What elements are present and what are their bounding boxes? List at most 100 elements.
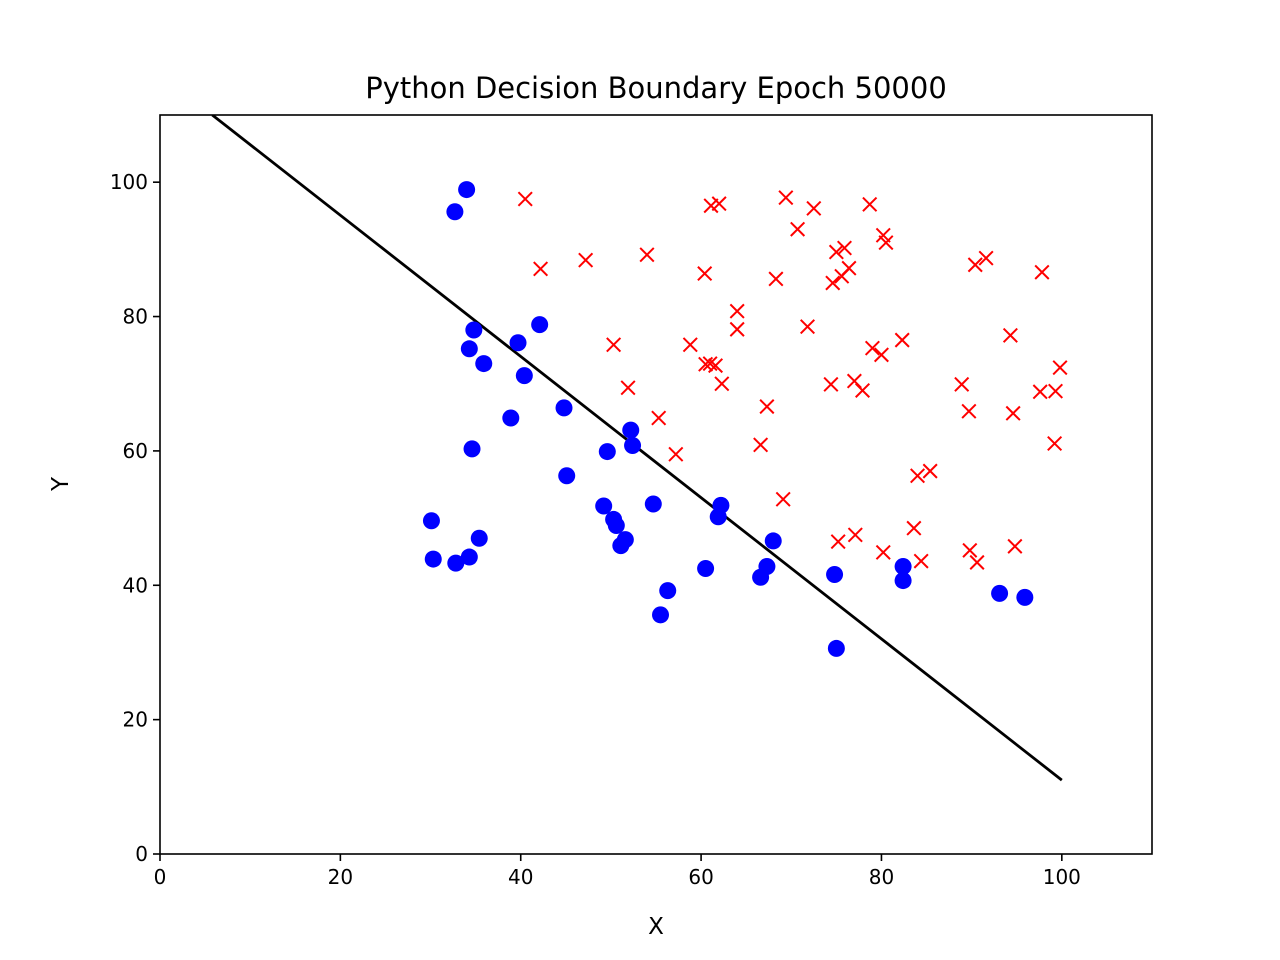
axes: 0 20 40 60 80 100 0 20 40 60 80 100 bbox=[110, 114, 1153, 889]
point-circle bbox=[991, 584, 1009, 602]
point-circle bbox=[622, 421, 640, 439]
point-x bbox=[1047, 436, 1063, 452]
point-x bbox=[729, 321, 745, 337]
series-0 bbox=[422, 181, 1034, 657]
point-x bbox=[913, 553, 929, 569]
point-circle bbox=[470, 529, 488, 547]
point-x bbox=[768, 271, 784, 287]
point-x bbox=[606, 337, 622, 353]
point-circle bbox=[764, 532, 782, 550]
point-x bbox=[1052, 360, 1068, 376]
point-circle bbox=[463, 440, 481, 458]
x-tick-label: 40 bbox=[508, 865, 533, 889]
point-circle bbox=[826, 566, 844, 584]
point-circle bbox=[894, 557, 912, 575]
point-x bbox=[790, 221, 806, 237]
point-circle bbox=[475, 355, 493, 373]
point-x bbox=[873, 347, 889, 363]
point-x bbox=[847, 527, 863, 543]
point-x bbox=[836, 240, 852, 256]
point-x bbox=[753, 437, 769, 453]
point-x bbox=[830, 534, 846, 550]
point-x bbox=[910, 468, 926, 484]
point-x bbox=[1002, 327, 1018, 343]
point-circle bbox=[447, 554, 465, 572]
y-tick-label: 20 bbox=[123, 708, 148, 732]
point-circle bbox=[624, 437, 642, 455]
series-1 bbox=[517, 190, 1068, 570]
point-x bbox=[823, 376, 839, 392]
point-x bbox=[862, 196, 878, 212]
point-x bbox=[1007, 538, 1023, 554]
point-x bbox=[708, 358, 724, 374]
point-x bbox=[969, 554, 985, 570]
y-tick-label: 40 bbox=[123, 573, 148, 597]
point-x bbox=[578, 252, 594, 268]
point-x bbox=[533, 261, 549, 277]
point-x bbox=[961, 403, 977, 419]
point-x bbox=[697, 266, 713, 282]
point-x bbox=[1032, 384, 1048, 400]
point-circle bbox=[422, 512, 440, 530]
point-x bbox=[1048, 383, 1064, 399]
point-x bbox=[855, 382, 871, 398]
y-tick-label: 100 bbox=[110, 170, 148, 194]
x-tick-label: 20 bbox=[328, 865, 353, 889]
chart-title: Python Decision Boundary Epoch 50000 bbox=[365, 71, 947, 105]
y-axis-label: Y bbox=[48, 476, 74, 492]
point-x bbox=[967, 257, 983, 273]
point-circle bbox=[659, 582, 677, 600]
plot-area bbox=[211, 115, 1068, 782]
point-circle bbox=[509, 334, 527, 352]
point-circle bbox=[598, 443, 616, 461]
point-x bbox=[702, 356, 718, 372]
y-tick-label: 0 bbox=[135, 842, 148, 866]
point-x bbox=[864, 340, 880, 356]
x-axis-label: X bbox=[648, 914, 664, 940]
y-tick-label: 60 bbox=[123, 439, 148, 463]
point-circle bbox=[612, 537, 630, 555]
point-circle bbox=[644, 495, 662, 513]
point-circle bbox=[531, 316, 549, 334]
x-tick-label: 80 bbox=[869, 865, 894, 889]
point-x bbox=[759, 399, 775, 415]
point-x bbox=[799, 319, 816, 335]
point-x bbox=[1005, 405, 1021, 421]
point-x bbox=[828, 244, 844, 260]
point-circle bbox=[752, 568, 770, 586]
point-x bbox=[711, 196, 727, 212]
point-x bbox=[668, 446, 684, 462]
point-x bbox=[875, 544, 891, 560]
point-x bbox=[651, 410, 667, 426]
point-x bbox=[682, 337, 698, 353]
y-tick-label: 80 bbox=[123, 305, 148, 329]
point-x bbox=[878, 235, 894, 251]
point-circle bbox=[595, 497, 613, 515]
point-x bbox=[517, 191, 533, 207]
point-circle bbox=[465, 321, 483, 339]
point-circle bbox=[607, 516, 625, 534]
point-x bbox=[954, 376, 970, 392]
point-circle bbox=[502, 409, 520, 427]
point-x bbox=[1034, 264, 1050, 280]
point-circle bbox=[709, 508, 727, 526]
point-x bbox=[775, 491, 791, 507]
x-tick-label: 0 bbox=[154, 865, 167, 889]
point-x bbox=[778, 190, 794, 206]
point-circle bbox=[827, 639, 845, 657]
x-tick-label: 60 bbox=[688, 865, 713, 889]
point-circle bbox=[460, 340, 478, 358]
point-x bbox=[729, 303, 745, 319]
point-circle bbox=[424, 550, 442, 568]
point-circle bbox=[894, 572, 912, 590]
point-x bbox=[806, 200, 822, 216]
point-x bbox=[906, 520, 922, 536]
point-x bbox=[714, 376, 730, 392]
point-circle bbox=[697, 559, 715, 577]
point-x bbox=[894, 332, 910, 348]
point-circle bbox=[555, 399, 573, 417]
point-x bbox=[922, 463, 938, 479]
point-x bbox=[978, 250, 994, 266]
point-circle bbox=[458, 181, 476, 199]
